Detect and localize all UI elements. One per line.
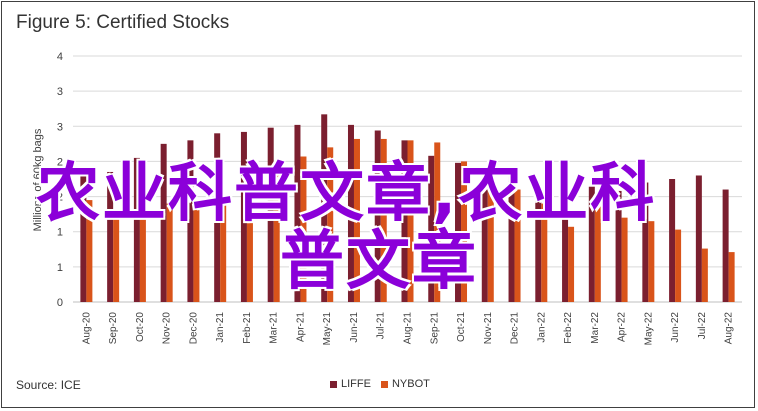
x-tick-label-17: Jan-22 xyxy=(536,312,547,343)
x-tick-label-12: Aug-21 xyxy=(403,312,414,345)
y-tick-label-2: 1 xyxy=(57,227,63,239)
y-tick-label-0: 0 xyxy=(57,297,63,309)
bar-liffe-18 xyxy=(562,193,569,302)
bar-liffe-17 xyxy=(535,190,542,302)
bar-nybot-8 xyxy=(300,156,307,302)
bar-liffe-1 xyxy=(107,171,114,302)
x-tick-label-1: Sep-20 xyxy=(108,312,119,345)
bar-liffe-14 xyxy=(455,162,462,302)
bar-nybot-15 xyxy=(487,182,494,302)
bar-liffe-9 xyxy=(321,114,328,302)
x-tick-label-8: Apr-21 xyxy=(295,312,306,342)
x-tick-label-19: Mar-22 xyxy=(590,312,601,344)
bar-liffe-15 xyxy=(481,171,488,302)
bar-nybot-19 xyxy=(594,202,601,302)
bar-nybot-18 xyxy=(568,226,575,302)
bar-nybot-11 xyxy=(380,138,387,302)
bar-liffe-5 xyxy=(214,133,221,302)
x-tick-label-0: Aug-20 xyxy=(81,312,92,345)
x-tick-label-11: Jul-21 xyxy=(376,312,387,340)
legend-item-nybot: NYBOT xyxy=(380,378,430,390)
bar-nybot-3 xyxy=(166,203,173,302)
bar-nybot-5 xyxy=(220,203,227,302)
bar-liffe-8 xyxy=(294,124,301,302)
x-tick-label-13: Sep-21 xyxy=(429,312,440,345)
legend-label-nybot: NYBOT xyxy=(391,378,430,390)
x-tick-label-24: Aug-22 xyxy=(724,312,735,345)
x-tick-label-5: Jan-21 xyxy=(215,312,226,343)
y-tick-label-7: 4 xyxy=(57,51,63,63)
x-tick-label-7: Mar-21 xyxy=(269,312,280,344)
bar-nybot-16 xyxy=(514,189,521,302)
bar-liffe-21 xyxy=(642,182,649,302)
legend-label-liffe: LIFFE xyxy=(341,378,371,390)
bar-liffe-13 xyxy=(428,155,435,302)
legend-swatch-liffe xyxy=(330,380,337,388)
x-tick-label-20: Apr-22 xyxy=(617,312,628,342)
bar-nybot-2 xyxy=(139,205,146,302)
x-tick-label-3: Nov-20 xyxy=(162,312,173,345)
bar-nybot-0 xyxy=(86,200,93,302)
y-tick-label-4: 2 xyxy=(57,156,63,168)
bar-nybot-7 xyxy=(273,163,280,302)
x-tick-label-18: Feb-22 xyxy=(563,312,574,344)
bar-liffe-22 xyxy=(669,179,676,302)
y-tick-label-5: 3 xyxy=(57,121,63,133)
legend-item-liffe: LIFFE xyxy=(330,378,371,390)
x-tick-label-2: Oct-20 xyxy=(135,312,146,342)
bar-liffe-12 xyxy=(401,140,408,302)
x-tick-label-9: May-21 xyxy=(322,312,333,346)
bar-liffe-23 xyxy=(695,175,702,302)
bar-nybot-24 xyxy=(728,252,735,302)
bar-liffe-7 xyxy=(267,127,274,302)
y-tick-label-6: 3 xyxy=(57,86,63,98)
x-tick-label-23: Jul-22 xyxy=(697,312,708,340)
y-tick-label-1: 1 xyxy=(57,262,63,274)
bar-liffe-2 xyxy=(133,157,140,302)
bar-liffe-10 xyxy=(347,124,354,302)
bar-nybot-4 xyxy=(193,205,200,302)
bar-nybot-20 xyxy=(621,217,628,302)
bar-liffe-24 xyxy=(722,189,729,302)
x-tick-label-15: Nov-21 xyxy=(483,312,494,345)
bar-nybot-13 xyxy=(434,142,441,302)
bar-liffe-6 xyxy=(240,131,247,302)
source-note: Source: ICE xyxy=(16,378,81,392)
legend-swatch-nybot xyxy=(380,380,388,388)
bar-liffe-20 xyxy=(615,190,622,302)
bar-liffe-16 xyxy=(508,174,515,302)
bar-nybot-23 xyxy=(701,248,708,302)
bar-nybot-10 xyxy=(353,138,360,302)
x-tick-label-10: Jun-21 xyxy=(349,312,360,343)
bar-liffe-3 xyxy=(160,143,167,302)
x-tick-label-4: Dec-20 xyxy=(188,312,199,345)
x-tick-label-21: May-22 xyxy=(643,312,654,346)
bar-nybot-6 xyxy=(246,168,253,302)
bar-nybot-9 xyxy=(327,147,334,302)
bar-liffe-11 xyxy=(374,130,381,302)
bar-nybot-12 xyxy=(407,140,414,302)
x-tick-label-22: Jun-22 xyxy=(670,312,681,343)
legend: LIFFE NYBOT xyxy=(330,378,430,390)
chart-title: Figure 5: Certified Stocks xyxy=(16,12,230,33)
bar-nybot-21 xyxy=(648,221,655,302)
y-tick-label-3: 2 xyxy=(57,192,63,204)
bar-liffe-0 xyxy=(80,171,87,302)
bar-nybot-1 xyxy=(113,214,120,302)
bar-liffe-4 xyxy=(187,140,194,302)
x-tick-label-16: Dec-21 xyxy=(510,312,521,345)
bar-liffe-19 xyxy=(588,186,595,302)
x-tick-label-6: Feb-21 xyxy=(242,312,253,344)
bar-nybot-22 xyxy=(675,229,682,302)
bar-nybot-14 xyxy=(461,161,468,302)
bar-nybot-17 xyxy=(541,203,548,302)
x-tick-label-14: Oct-21 xyxy=(456,312,467,342)
